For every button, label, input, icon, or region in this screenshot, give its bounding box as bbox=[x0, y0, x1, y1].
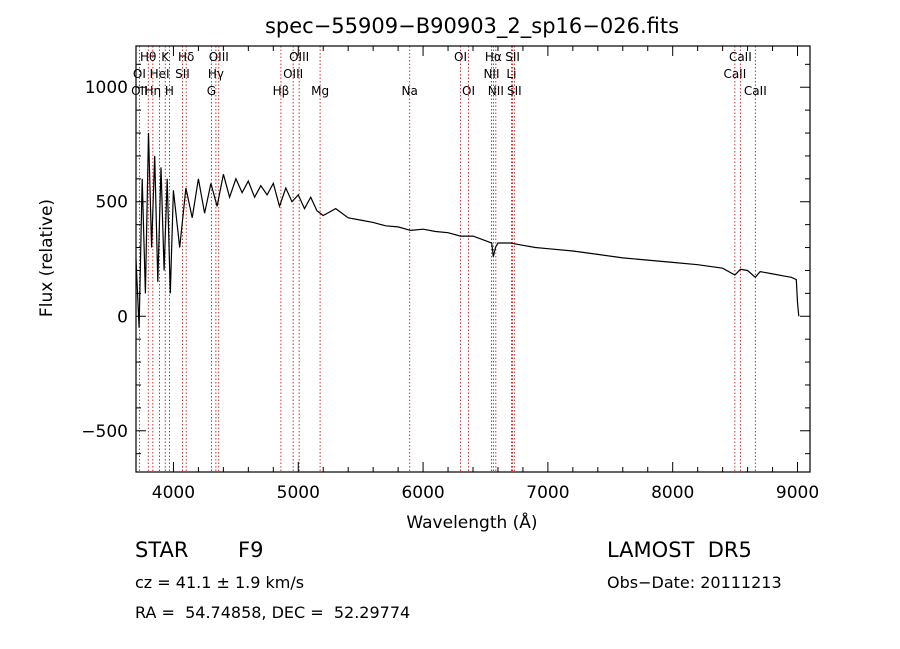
line-label-13: OIII bbox=[283, 67, 303, 81]
line-label-2: Hδ bbox=[178, 50, 194, 64]
line-label-7: SII bbox=[505, 50, 520, 64]
line-label-4: OIII bbox=[289, 50, 309, 64]
line-label-20: G bbox=[207, 84, 216, 98]
line-label-19: H bbox=[165, 84, 174, 98]
line-label-0: Hθ bbox=[140, 50, 156, 64]
line-label-23: Na bbox=[402, 84, 418, 98]
sky-coordinates: RA = 54.74858, DEC = 52.29774 bbox=[135, 603, 411, 622]
x-tick-label-5: 9000 bbox=[776, 483, 819, 503]
y-tick-label-0: −500 bbox=[81, 422, 128, 442]
x-tick-label-1: 5000 bbox=[277, 483, 320, 503]
line-label-5: OI bbox=[454, 50, 467, 64]
line-label-11: SII bbox=[175, 67, 190, 81]
line-label-26: SII bbox=[507, 84, 522, 98]
line-label-12: Hγ bbox=[208, 67, 224, 81]
line-label-25: NII bbox=[488, 84, 504, 98]
x-tick-label-3: 7000 bbox=[526, 483, 569, 503]
x-tick-label-4: 8000 bbox=[651, 483, 694, 503]
line-label-3: OIII bbox=[209, 50, 229, 64]
line-label-15: Li bbox=[506, 67, 516, 81]
line-label-8: CaII bbox=[729, 50, 752, 64]
object-subclass: F9 bbox=[238, 538, 264, 562]
survey-release: LAMOST DR5 bbox=[607, 538, 752, 562]
spectrum-series-line bbox=[135, 132, 800, 328]
y-axis-ticks: −500 0 500 1000 bbox=[81, 63, 810, 455]
line-label-21: Hβ bbox=[273, 84, 290, 98]
x-axis-label: Wavelength (Å) bbox=[406, 511, 537, 533]
line-label-24: OI bbox=[462, 84, 475, 98]
line-label-10: HeI bbox=[150, 67, 170, 81]
plot-frame bbox=[135, 45, 811, 473]
line-label-16: CaII bbox=[723, 67, 746, 81]
line-label-22: Mg bbox=[311, 84, 329, 98]
chart-title: spec−55909−B90903_2_sp16−026.fits bbox=[265, 14, 679, 39]
observation-date: Obs−Date: 20111213 bbox=[607, 573, 782, 592]
line-label-18: Hη bbox=[145, 84, 162, 98]
line-label-1: K bbox=[161, 50, 170, 64]
redshift-velocity: cz = 41.1 ± 1.9 km/s bbox=[135, 573, 305, 592]
line-label-9: OI bbox=[133, 67, 146, 81]
y-tick-label-1: 0 bbox=[117, 307, 128, 327]
x-tick-label-2: 6000 bbox=[401, 483, 444, 503]
x-tick-label-0: 4000 bbox=[152, 483, 195, 503]
y-axis-label: Flux (relative) bbox=[37, 199, 57, 317]
line-label-14: NII bbox=[483, 67, 499, 81]
line-label-27: CaII bbox=[744, 84, 767, 98]
x-axis-ticks: 4000 5000 6000 7000 8000 9000 bbox=[152, 46, 819, 503]
object-class: STAR bbox=[135, 538, 189, 562]
y-tick-label-3: 1000 bbox=[85, 78, 128, 98]
line-label-6: Hα bbox=[485, 50, 502, 64]
spectral-line-markers bbox=[138, 46, 756, 472]
y-tick-label-2: 500 bbox=[96, 193, 128, 213]
